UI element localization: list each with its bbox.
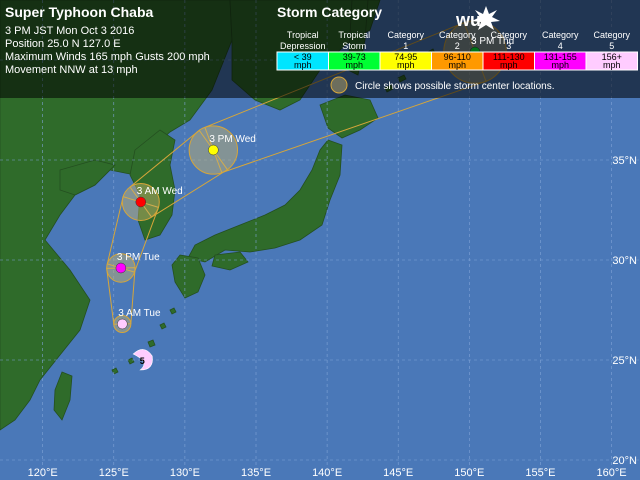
category-swatches: < 39mph39-73mph74-95mph96-110mph111-130m… <box>276 51 638 71</box>
land-korea <box>129 129 176 241</box>
storm-title: Super Typhoon Chaba <box>5 4 154 20</box>
category-name-line2: Storm <box>342 41 366 51</box>
land-shikoku <box>211 251 249 271</box>
category-name-line1: Category <box>387 30 424 40</box>
forecast-point <box>117 318 128 330</box>
category-unit: mph <box>294 60 312 70</box>
land-kyushu <box>171 254 206 299</box>
category-name-line2: 3 <box>506 41 511 51</box>
lon-label: 155°E <box>525 467 555 479</box>
lon-label: 160°E <box>597 467 627 479</box>
category-range: 131-155 <box>544 52 577 62</box>
land-ryukyu <box>111 307 177 375</box>
category-name-line2: Depression <box>280 41 326 51</box>
lon-label: 120°E <box>28 467 58 479</box>
forecast-labels: 3 AM Tue 3 PM Tue 3 AM Wed 3 PM Wed 3 PM Thu <box>117 36 514 319</box>
info-line-position: Position 25.0 N 127.0 E <box>5 38 121 50</box>
header-panel <box>0 0 640 98</box>
lat-label: 30°N <box>612 255 637 267</box>
current-storm-category: 5 <box>140 356 145 366</box>
forecast-point-label: 3 AM Tue <box>118 308 161 319</box>
lon-label: 135°E <box>241 467 271 479</box>
category-name-line1: Tropical <box>287 30 319 40</box>
wu-logo: wu <box>455 6 500 30</box>
category-unit: mph <box>448 60 466 70</box>
category-unit: mph <box>345 60 363 70</box>
category-range: 156+ <box>602 52 622 62</box>
category-range: 74-95 <box>394 52 417 62</box>
legend-title: Storm Category <box>277 4 382 20</box>
wu-logo-text: wu <box>455 10 481 30</box>
land-taiwan <box>53 371 73 421</box>
land-mainland-asia <box>0 0 233 431</box>
lon-label: 150°E <box>454 467 484 479</box>
lon-label: 145°E <box>383 467 413 479</box>
wu-logo-burst <box>472 6 500 30</box>
category-unit: mph <box>500 60 518 70</box>
category-range: 96-110 <box>444 52 471 62</box>
forecast-point <box>115 262 127 274</box>
info-line-winds: Maximum Winds 165 mph Gusts 200 mph <box>5 51 210 63</box>
info-line-movement: Movement NNW at 13 mph <box>5 64 138 76</box>
category-unit: mph <box>397 60 415 70</box>
info-line-time: 3 PM JST Mon Oct 3 2016 <box>5 25 134 37</box>
longitude-labels: 120°E 125°E 130°E 135°E 140°E 145°E 150°E 155°E… <box>28 467 627 479</box>
category-name-line1: Tropical <box>338 30 370 40</box>
category-swatch <box>585 51 638 71</box>
category-name-line1: Category <box>490 30 527 40</box>
storm-swirl <box>132 349 153 371</box>
land-shandong <box>59 159 116 196</box>
forecast-point-label: 3 AM Wed <box>137 186 183 197</box>
lat-label: 20°N <box>612 455 637 467</box>
category-unit: mph <box>551 60 569 70</box>
lon-label: 140°E <box>312 467 342 479</box>
lon-label: 130°E <box>170 467 200 479</box>
circle-note-icon <box>330 76 348 94</box>
category-name-line2: 5 <box>609 41 614 51</box>
current-storm-icon: 5 <box>132 349 153 371</box>
category-name-line2: 4 <box>558 41 563 51</box>
category-name-line2: 1 <box>403 41 408 51</box>
category-name-line1: Category <box>542 30 579 40</box>
lat-label: 35°N <box>612 155 637 167</box>
category-range: < 39 <box>294 52 312 62</box>
category-unit: mph <box>603 60 621 70</box>
forecast-point <box>208 144 219 156</box>
lat-label: 25°N <box>612 355 637 367</box>
forecast-point-label: 3 PM Thu <box>471 36 514 47</box>
lon-label: 125°E <box>99 467 129 479</box>
category-headers: TropicalDepressionTropicalStormCategory1… <box>280 30 631 51</box>
category-name-line1: Category <box>439 30 476 40</box>
category-name-line2: 2 <box>455 41 460 51</box>
category-range: 111-130 <box>493 52 525 62</box>
category-name-line1: Category <box>593 30 630 40</box>
forecast-point <box>135 196 147 208</box>
forecast-point-label: 3 PM Tue <box>117 252 160 263</box>
category-range: 39-73 <box>343 52 366 62</box>
forecast-point-label: 3 PM Wed <box>209 134 256 145</box>
circle-note: Circle shows possible storm center locat… <box>355 81 555 92</box>
